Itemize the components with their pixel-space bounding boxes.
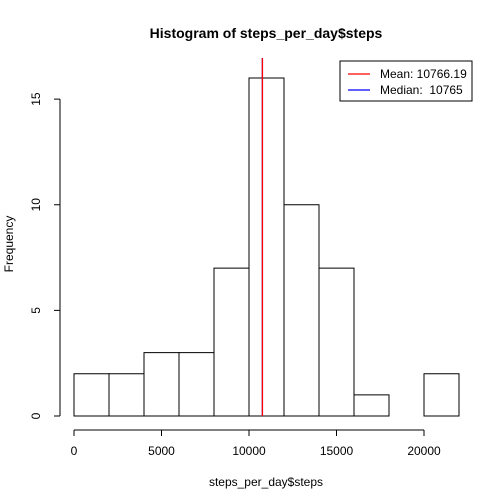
x-axis: 0 5000 10000 15000 20000 bbox=[71, 429, 441, 458]
y-axis: 0 5 10 15 bbox=[29, 92, 61, 419]
legend: Mean: 10766.19 Median: 10765 bbox=[339, 60, 473, 102]
histogram-bar bbox=[73, 373, 110, 417]
y-axis-label: Frequency bbox=[2, 216, 16, 273]
histogram-bar bbox=[423, 373, 460, 417]
y-tick-label: 5 bbox=[29, 307, 43, 314]
histogram-bar bbox=[108, 373, 145, 417]
x-tick-label: 20000 bbox=[407, 444, 441, 458]
histogram-bar bbox=[213, 267, 250, 417]
y-tick-label: 0 bbox=[29, 412, 43, 419]
y-tick-label: 10 bbox=[29, 198, 43, 212]
x-axis-label: steps_per_day$steps bbox=[209, 475, 323, 489]
legend-label: Median: 10765 bbox=[380, 83, 463, 97]
x-tick-label: 15000 bbox=[320, 444, 354, 458]
histogram-bar bbox=[143, 352, 180, 417]
histogram-bar bbox=[248, 77, 285, 417]
x-tick-label: 10000 bbox=[232, 444, 266, 458]
x-tick-label: 0 bbox=[71, 444, 78, 458]
histogram-bar bbox=[178, 352, 215, 417]
histogram-bar bbox=[283, 204, 320, 417]
x-tick-label: 5000 bbox=[148, 444, 175, 458]
histogram-bar bbox=[353, 394, 390, 417]
bars-group bbox=[73, 77, 460, 417]
legend-box bbox=[339, 60, 473, 102]
y-tick-label: 15 bbox=[29, 92, 43, 106]
histogram-bar bbox=[318, 267, 355, 417]
legend-label: Mean: 10766.19 bbox=[380, 67, 467, 81]
chart-title: Histogram of steps_per_day$steps bbox=[150, 25, 383, 41]
